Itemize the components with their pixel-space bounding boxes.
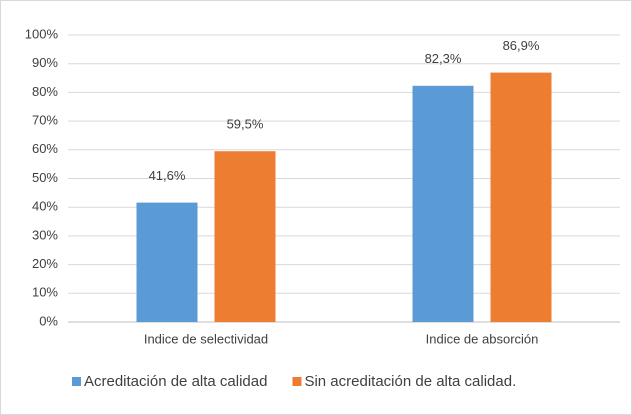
legend-swatch xyxy=(292,377,302,386)
legend-label: Acreditación de alta calidad xyxy=(84,373,267,390)
y-tick-label: 20% xyxy=(32,256,58,271)
bar xyxy=(136,202,198,322)
data-label: 86,9% xyxy=(503,38,540,53)
data-label: 82,3% xyxy=(425,51,462,66)
x-tick-label: Indice de selectividad xyxy=(144,331,268,346)
bar xyxy=(490,72,552,322)
y-tick-label: 90% xyxy=(32,55,58,70)
data-label: 41,6% xyxy=(149,168,186,183)
y-tick-label: 0% xyxy=(39,313,58,328)
bar xyxy=(412,85,474,322)
y-tick-label: 70% xyxy=(32,113,58,128)
y-tick-label: 10% xyxy=(32,285,58,300)
y-tick-label: 40% xyxy=(32,199,58,214)
x-tick-label: Indice de absorción xyxy=(426,331,539,346)
bar xyxy=(214,151,276,322)
legend-swatch xyxy=(72,377,81,386)
y-tick-label: 80% xyxy=(32,84,58,99)
data-label: 59,5% xyxy=(227,117,264,132)
y-tick-label: 60% xyxy=(32,141,58,156)
legend-label: Sin acreditación de alta calidad. xyxy=(304,373,516,390)
y-tick-label: 30% xyxy=(32,227,58,242)
y-tick-label: 50% xyxy=(32,170,58,185)
y-tick-label: 100% xyxy=(25,26,59,41)
